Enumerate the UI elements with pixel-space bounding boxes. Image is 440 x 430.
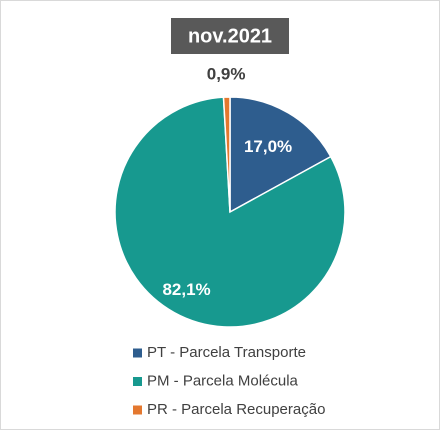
- legend-swatch: [133, 377, 142, 386]
- title-box: [171, 18, 289, 54]
- data-label: 82,1%: [162, 280, 210, 299]
- data-label: 17,0%: [244, 137, 292, 156]
- legend-label: PR - Parcela Recuperação: [147, 401, 325, 418]
- pie-slice: [114, 96, 346, 328]
- legend-swatch: [133, 348, 142, 358]
- chart-title: nov.2021: [188, 25, 272, 47]
- pie-slice: [229, 96, 332, 214]
- legend-label: PM - Parcela Molécula: [147, 372, 299, 389]
- legend-swatch: [133, 405, 142, 415]
- pie-slice: [222, 96, 231, 213]
- legend-label: PT - Parcela Transporte: [147, 344, 306, 361]
- data-label: 0,9%: [207, 65, 246, 84]
